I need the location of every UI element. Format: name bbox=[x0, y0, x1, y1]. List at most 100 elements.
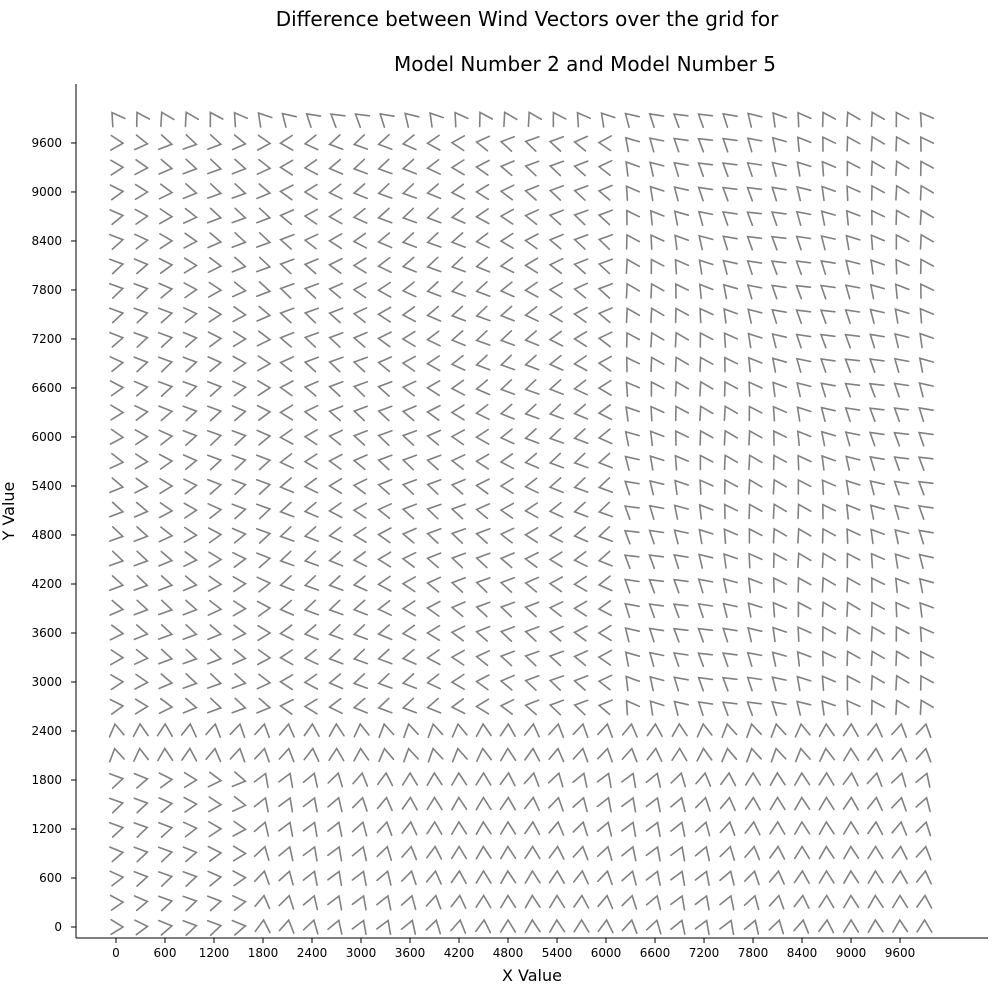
wind-vector-glyph bbox=[328, 405, 344, 422]
wind-vector-glyph bbox=[748, 527, 763, 544]
wind-vector-glyph bbox=[303, 722, 320, 738]
wind-vector-glyph bbox=[844, 284, 861, 300]
wind-vector-glyph bbox=[377, 207, 393, 224]
wind-vector-glyph bbox=[697, 627, 714, 643]
wind-vector-glyph bbox=[697, 578, 714, 594]
wind-vector-glyph bbox=[111, 111, 126, 128]
wind-vector-glyph bbox=[548, 379, 564, 396]
wind-vector-glyph bbox=[699, 331, 714, 348]
wind-vector-glyph bbox=[625, 257, 641, 275]
wind-vector-glyph bbox=[870, 258, 886, 275]
wind-vector-glyph bbox=[110, 159, 125, 176]
wind-vector-glyph bbox=[648, 137, 665, 153]
wind-vector-glyph bbox=[870, 234, 886, 251]
wind-vector-glyph bbox=[696, 722, 713, 738]
wind-vector-glyph bbox=[796, 675, 812, 692]
wind-vector-glyph bbox=[231, 232, 247, 248]
wind-vector-glyph bbox=[352, 257, 367, 274]
wind-vector-glyph bbox=[376, 845, 393, 861]
wind-vector-glyph bbox=[625, 675, 641, 692]
wind-vector-glyph bbox=[524, 746, 541, 762]
wind-vector-glyph bbox=[548, 675, 565, 691]
wind-vector-glyph bbox=[255, 503, 272, 520]
wind-vector-glyph bbox=[207, 599, 223, 616]
wind-vector-glyph bbox=[328, 526, 343, 543]
wind-vector-glyph bbox=[625, 282, 641, 299]
wind-vector-glyph bbox=[723, 503, 739, 520]
wind-vector-glyph bbox=[772, 454, 788, 471]
y-tick-label: 600 bbox=[39, 871, 62, 885]
wind-vector-glyph bbox=[328, 381, 344, 397]
wind-vector-glyph bbox=[133, 134, 149, 151]
wind-vector-glyph bbox=[156, 722, 173, 737]
wind-vector-glyph bbox=[328, 332, 344, 348]
wind-vector-glyph bbox=[818, 869, 835, 884]
wind-vector-glyph bbox=[744, 820, 761, 836]
wind-vector-glyph bbox=[646, 746, 663, 762]
wind-vector-glyph bbox=[624, 455, 640, 471]
wind-vector-glyph bbox=[524, 403, 540, 420]
wind-vector-glyph bbox=[645, 869, 661, 886]
x-tick-label: 5400 bbox=[542, 946, 573, 960]
wind-vector-glyph bbox=[302, 821, 318, 838]
wind-vector-glyph bbox=[842, 722, 859, 737]
wind-vector-glyph bbox=[746, 701, 763, 717]
wind-vector-glyph bbox=[748, 429, 763, 446]
wind-vector-glyph bbox=[328, 356, 344, 373]
wind-vector-glyph bbox=[327, 845, 343, 862]
x-tick-label: 0 bbox=[112, 946, 120, 960]
wind-vector-glyph bbox=[821, 454, 837, 471]
wind-vector-glyph bbox=[158, 673, 174, 690]
wind-vector-glyph bbox=[231, 134, 247, 151]
wind-vector-glyph bbox=[231, 648, 247, 665]
wind-vector-glyph bbox=[572, 820, 589, 837]
wind-vector-glyph bbox=[450, 330, 466, 347]
wind-vector-glyph bbox=[499, 428, 515, 445]
y-tick-label: 9600 bbox=[31, 136, 62, 150]
x-tick-label: 7800 bbox=[738, 946, 769, 960]
wind-vector-glyph bbox=[624, 627, 640, 643]
wind-vector-glyph bbox=[183, 502, 199, 519]
wind-vector-glyph bbox=[303, 624, 319, 641]
wind-vector-glyph bbox=[694, 845, 711, 862]
wind-vector-glyph bbox=[281, 112, 297, 128]
wind-vector-glyph bbox=[426, 820, 443, 835]
wind-vector-glyph bbox=[548, 185, 565, 201]
wind-vector-glyph bbox=[597, 355, 612, 372]
wind-vector-glyph bbox=[625, 185, 641, 201]
wind-vector-glyph bbox=[624, 136, 641, 153]
y-tick-label: 0 bbox=[54, 920, 62, 934]
wind-vector-glyph bbox=[450, 601, 466, 618]
wind-vector-glyph bbox=[351, 894, 367, 911]
wind-vector-glyph bbox=[254, 894, 271, 910]
wind-vector-glyph bbox=[207, 503, 223, 520]
wind-vector-glyph bbox=[327, 870, 343, 887]
wind-vector-glyph bbox=[256, 281, 272, 298]
wind-vector-glyph bbox=[648, 603, 665, 619]
wind-vector-glyph bbox=[425, 600, 441, 617]
wind-vector-glyph bbox=[597, 722, 614, 738]
wind-vector-glyph bbox=[328, 575, 344, 591]
wind-vector-glyph bbox=[328, 746, 345, 762]
wind-vector-glyph bbox=[158, 282, 174, 299]
wind-vector-glyph bbox=[821, 185, 837, 202]
wind-vector-glyph bbox=[158, 550, 174, 567]
wind-vector-glyph bbox=[596, 772, 612, 789]
wind-vector-glyph bbox=[596, 796, 612, 813]
wind-vector-glyph bbox=[158, 648, 174, 665]
wind-vector-glyph bbox=[670, 870, 686, 887]
wind-vector-glyph bbox=[772, 405, 788, 422]
wind-vector-glyph bbox=[278, 624, 294, 641]
wind-vector-glyph bbox=[499, 160, 515, 177]
wind-vector-glyph bbox=[597, 918, 614, 934]
wind-vector-glyph bbox=[327, 208, 343, 225]
wind-vector-glyph bbox=[846, 184, 861, 201]
wind-vector-glyph bbox=[919, 111, 935, 128]
wind-vector-glyph bbox=[206, 158, 223, 175]
wind-vector-glyph bbox=[698, 553, 714, 569]
y-tick-label: 4200 bbox=[31, 577, 62, 591]
wind-vector-glyph bbox=[278, 698, 294, 715]
wind-vector-glyph bbox=[133, 332, 149, 348]
wind-vector-glyph bbox=[183, 771, 199, 789]
wind-vector-glyph bbox=[719, 894, 735, 911]
